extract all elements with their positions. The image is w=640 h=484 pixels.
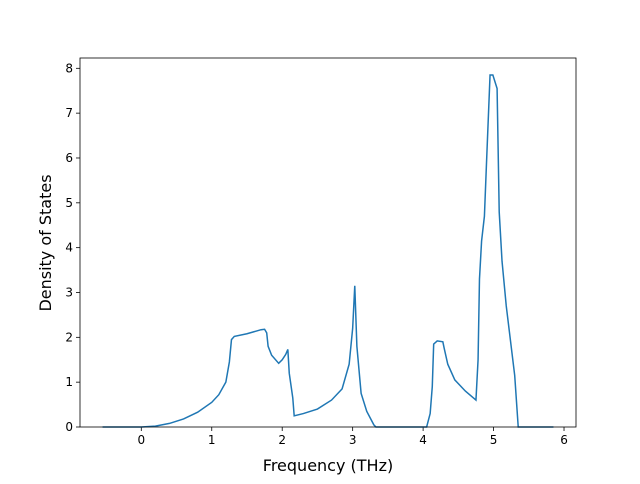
x-tick-label: 5: [490, 433, 498, 447]
x-tick-label: 4: [419, 433, 427, 447]
x-tick-label: 6: [560, 433, 568, 447]
x-tick-label: 0: [137, 433, 145, 447]
y-tick-label: 1: [65, 375, 73, 389]
y-tick-label: 3: [65, 285, 73, 299]
y-tick-label: 7: [65, 106, 73, 120]
line: [102, 74, 554, 428]
x-tick-label: 2: [278, 433, 286, 447]
y-tick-label: 8: [65, 61, 73, 75]
x-tick-label: 3: [349, 433, 357, 447]
y-tick-label: 5: [65, 196, 73, 210]
x-tick-label: 1: [208, 433, 216, 447]
y-tick-label: 4: [65, 241, 73, 255]
y-tick-label: 0: [65, 420, 73, 434]
y-axis-label: Density of States: [36, 174, 55, 311]
x-axis-label: Frequency (THz): [263, 456, 393, 475]
axes-frame: [79, 57, 577, 428]
y-tick-label: 6: [65, 151, 73, 165]
y-tick-label: 2: [65, 330, 73, 344]
